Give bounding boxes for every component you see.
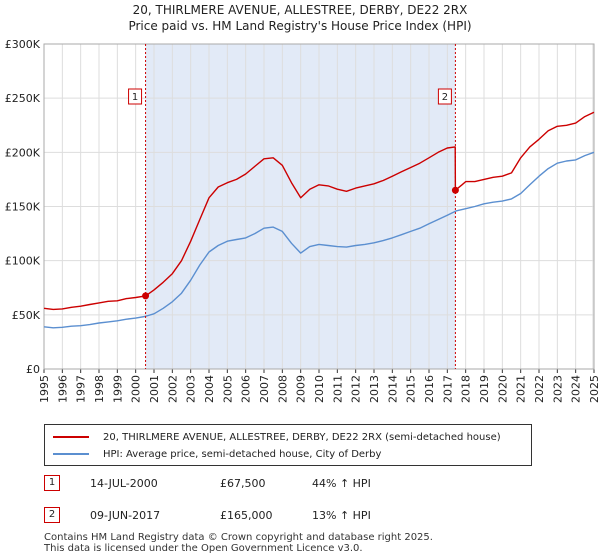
- sale-point: [142, 292, 150, 300]
- transaction-row: 1 14-JUL-2000 £67,500 44% ↑ HPI: [44, 474, 371, 492]
- hpi-line: [43, 151, 595, 329]
- y-tick-label: £100K: [5, 255, 41, 268]
- transaction-badge: 2: [44, 507, 60, 523]
- x-tick-label: 1997: [75, 375, 88, 403]
- legend-swatch-hpi: [53, 453, 89, 455]
- x-tick-label: 2016: [423, 375, 436, 403]
- y-tick-label: £200K: [5, 146, 41, 159]
- x-tick-label: 2015: [405, 375, 418, 403]
- x-tick-label: 2005: [221, 375, 234, 403]
- chart-title-line1: 20, THIRLMERE AVENUE, ALLESTREE, DERBY, …: [132, 3, 468, 17]
- plot-frame: [43, 43, 595, 370]
- x-tick-label: 2006: [240, 375, 253, 403]
- x-tick-label: 2003: [185, 375, 198, 403]
- transaction-date: 09-JUN-2017: [90, 508, 161, 522]
- legend-label-property: 20, THIRLMERE AVENUE, ALLESTREE, DERBY, …: [103, 431, 501, 443]
- legend-swatch-property: [53, 436, 89, 438]
- x-tick-label: 2022: [533, 375, 546, 403]
- x-tick-label: 2017: [441, 375, 454, 403]
- y-tick-label: £50K: [12, 309, 41, 322]
- x-tick-label: 2023: [551, 375, 564, 403]
- sale-label: 2: [442, 92, 448, 103]
- price-chart: £0 £50K £100K £150K £200K £250K £300K 1995 1996 1…: [5, 38, 600, 403]
- transaction-hpi-change: 13% ↑ HPI: [312, 508, 371, 522]
- sale-label: 1: [132, 92, 138, 103]
- x-tick-label: 2000: [130, 375, 143, 403]
- y-tick-label: £250K: [5, 92, 41, 105]
- sale-point: [451, 186, 459, 194]
- x-tick-label: 2018: [460, 375, 473, 403]
- transaction-hpi-change: 44% ↑ HPI: [312, 476, 371, 490]
- x-tick-label: 2012: [350, 375, 363, 403]
- chart-title-line2: Price paid vs. HM Land Registry's House …: [128, 19, 472, 33]
- transaction-date: 14-JUL-2000: [90, 476, 158, 490]
- x-tick-label: 2001: [148, 375, 161, 403]
- x-tick-label: 2009: [295, 375, 308, 403]
- x-tick-label: 2020: [496, 375, 509, 403]
- x-tick-label: 1998: [93, 375, 106, 403]
- x-tick-label: 1995: [38, 375, 51, 403]
- x-tick-label: 2002: [166, 375, 179, 403]
- sale-label-box: [128, 88, 143, 105]
- legend-item-hpi: HPI: Average price, semi-detached house,…: [53, 446, 381, 462]
- x-tick-label: 2010: [313, 375, 326, 403]
- x-tick-label: 2021: [515, 375, 528, 403]
- sale-label-box: [437, 88, 452, 105]
- footer-line2: This data is licensed under the Open Gov…: [44, 543, 363, 554]
- x-tick-label: 2008: [276, 375, 289, 403]
- x-tick-label: 2004: [203, 375, 216, 403]
- transaction-badge: 1: [44, 475, 60, 491]
- x-tick-label: 1996: [56, 375, 69, 403]
- transaction-price: £165,000: [220, 508, 273, 522]
- y-tick-label: £0: [26, 363, 40, 376]
- x-tick-label: 2014: [386, 375, 399, 403]
- property-price-line: [43, 111, 595, 311]
- transaction-price: £67,500: [220, 476, 266, 490]
- x-tick-label: 2019: [478, 375, 491, 403]
- x-tick-label: 2007: [258, 375, 271, 403]
- footer-line1: Contains HM Land Registry data © Crown c…: [44, 532, 433, 543]
- legend-label-hpi: HPI: Average price, semi-detached house,…: [103, 448, 382, 460]
- x-tick-label: 2024: [570, 375, 583, 403]
- x-tick-label: 2011: [331, 375, 344, 403]
- y-tick-label: £300K: [5, 38, 41, 51]
- legend-item-property: 20, THIRLMERE AVENUE, ALLESTREE, DERBY, …: [53, 429, 501, 445]
- y-tick-label: £150K: [5, 201, 41, 214]
- transaction-row: 2 09-JUN-2017 £165,000 13% ↑ HPI: [44, 506, 371, 524]
- chart-legend: 20, THIRLMERE AVENUE, ALLESTREE, DERBY, …: [44, 424, 532, 466]
- x-tick-label: 2013: [368, 375, 381, 403]
- footer-note: Contains HM Land Registry data © Crown c…: [44, 532, 433, 554]
- x-tick-label: 1999: [111, 375, 124, 403]
- x-tick-label: 2025: [588, 375, 600, 403]
